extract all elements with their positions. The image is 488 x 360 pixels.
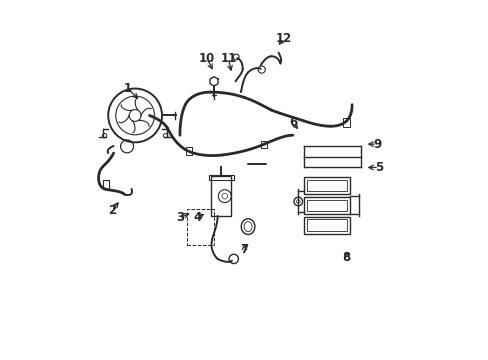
Bar [208, 175, 233, 180]
Bar [187, 209, 214, 244]
Bar [303, 197, 349, 214]
Bar [306, 200, 346, 211]
Text: 11: 11 [220, 51, 236, 64]
Bar [261, 140, 267, 148]
Bar [102, 180, 109, 189]
Text: 5: 5 [374, 161, 382, 174]
Text: 1: 1 [123, 82, 132, 95]
Bar [303, 217, 349, 234]
Text: 9: 9 [372, 138, 381, 150]
Text: 8: 8 [342, 251, 350, 264]
Bar [306, 220, 346, 231]
Text: 3: 3 [176, 211, 183, 224]
Text: 7: 7 [240, 243, 248, 256]
Text: 10: 10 [198, 51, 215, 64]
Text: 12: 12 [275, 32, 291, 45]
Text: 2: 2 [107, 204, 116, 217]
Bar [343, 118, 349, 127]
Bar [306, 180, 346, 192]
Bar [185, 147, 192, 155]
Bar [211, 176, 231, 216]
Bar [303, 177, 349, 194]
Text: 6: 6 [288, 116, 296, 129]
Text: 4: 4 [193, 211, 202, 224]
